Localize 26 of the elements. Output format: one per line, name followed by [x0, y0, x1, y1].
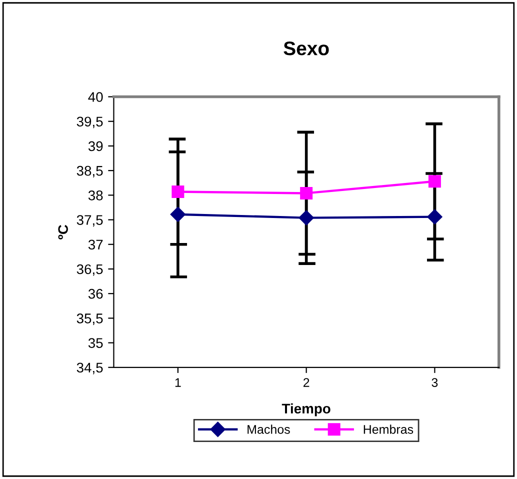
y-tick-label: 36,5	[76, 264, 103, 276]
x-tick-label: 1	[175, 378, 181, 387]
y-axis-title: ºC	[58, 224, 68, 240]
point	[298, 210, 314, 226]
point	[428, 175, 441, 188]
legend-label: Hembras	[364, 424, 414, 434]
y-tick-label: 34,5	[76, 362, 103, 374]
y-tick-label: 37,5	[76, 215, 103, 227]
point	[172, 185, 184, 198]
y-tick-label: 39	[88, 141, 103, 152]
x-tick-label: 3	[432, 378, 438, 387]
y-tick-label: 36	[88, 288, 103, 299]
y-tick-label: 38,5	[76, 166, 103, 178]
y-tick-label: 39,5	[76, 116, 103, 128]
point	[170, 206, 186, 222]
y-tick-label: 37	[88, 240, 103, 250]
y-tick-label: 38	[88, 190, 103, 200]
y-tick-label: 35	[88, 338, 103, 348]
x-tick-label: 2	[303, 378, 310, 387]
x-axis-title: Tiempo	[282, 403, 330, 416]
point	[300, 186, 313, 200]
y-tick-label: 35,5	[76, 314, 103, 325]
legend-label: Machos	[248, 424, 290, 434]
point	[427, 209, 442, 224]
chart-title: Sexo	[284, 42, 329, 56]
y-tick-label: 40	[88, 92, 103, 102]
